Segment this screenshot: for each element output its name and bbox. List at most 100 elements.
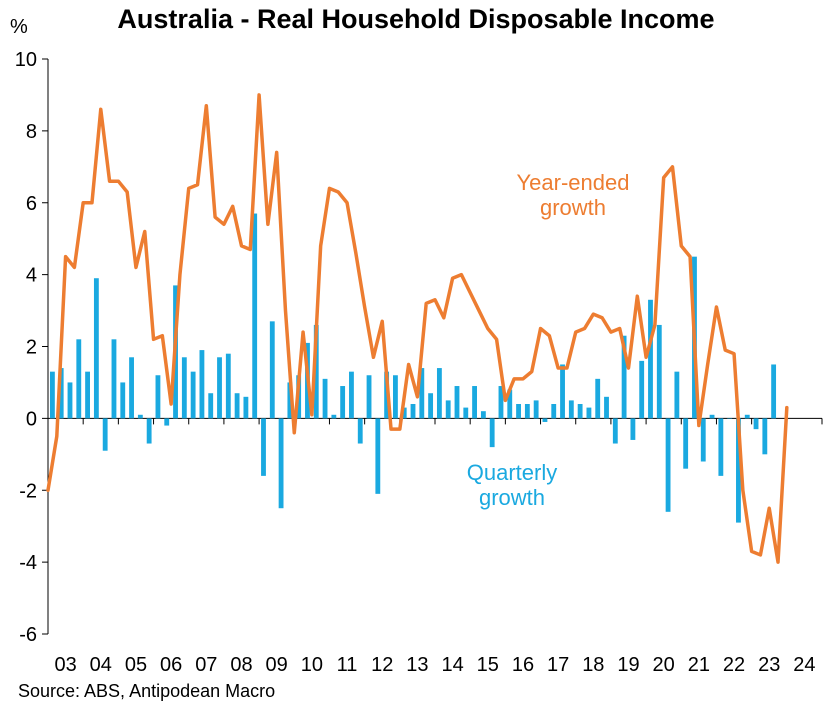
quarterly-growth-bar bbox=[269, 321, 275, 419]
x-tick-label: 14 bbox=[441, 654, 463, 676]
quarterly-growth-bar bbox=[313, 324, 319, 419]
quarterly-growth-bar bbox=[225, 353, 231, 419]
source-note: Source: ABS, Antipodean Macro bbox=[18, 681, 276, 701]
quarterly-growth-bar bbox=[577, 404, 583, 419]
y-tick-label: -2 bbox=[19, 480, 37, 502]
quarterly-growth-bar bbox=[120, 382, 126, 419]
quarterly-growth-bar bbox=[349, 371, 354, 419]
quarterly-growth-bar bbox=[252, 213, 258, 419]
x-tick-label: 12 bbox=[371, 654, 393, 676]
x-tick-label: 17 bbox=[547, 654, 569, 676]
quarterly-growth-bar bbox=[630, 418, 636, 440]
quarterly-growth-bar bbox=[67, 382, 73, 419]
quarterly-growth-bar bbox=[542, 418, 548, 422]
quarterly-growth-bar bbox=[744, 414, 750, 419]
y-tick-label: 0 bbox=[26, 408, 37, 430]
x-tick-label: 21 bbox=[688, 654, 710, 676]
quarterly-growth-bar bbox=[436, 368, 442, 419]
quarterly-growth-bar bbox=[181, 357, 187, 419]
x-tick-label: 18 bbox=[582, 654, 604, 676]
x-tick-label: 20 bbox=[653, 654, 675, 676]
quarterly-growth-bar bbox=[648, 299, 653, 419]
quarterly-growth-bar bbox=[709, 414, 715, 419]
quarterly-growth-bar bbox=[480, 411, 486, 419]
annotation-quarterly-line2: growth bbox=[478, 485, 546, 510]
quarterly-growth-bar bbox=[472, 386, 477, 419]
quarterly-growth-bar bbox=[164, 418, 170, 426]
quarterly-growth-bar bbox=[736, 418, 741, 523]
x-tick-label: 07 bbox=[195, 654, 217, 676]
annotation-year-ended: Year-ended growth bbox=[508, 170, 638, 220]
year-ended-line-layer bbox=[46, 93, 789, 564]
x-tick-label: 16 bbox=[512, 654, 534, 676]
quarterly-growth-bar bbox=[217, 357, 222, 419]
quarterly-growth-bar bbox=[507, 389, 513, 419]
quarterly-growth-bar bbox=[93, 278, 99, 419]
y-tick-label: -6 bbox=[19, 624, 37, 646]
quarterly-growth-bar bbox=[111, 339, 117, 419]
quarterly-growth-bar bbox=[674, 371, 680, 419]
y-axis-unit-label: % bbox=[10, 16, 28, 38]
quarterly-growth-bar bbox=[357, 418, 363, 444]
x-tick-label: 05 bbox=[125, 654, 147, 676]
x-tick-label: 24 bbox=[793, 654, 815, 676]
quarterly-growth-bar bbox=[243, 396, 249, 419]
quarterly-growth-bar bbox=[762, 418, 768, 455]
y-tick-label: 8 bbox=[26, 121, 37, 143]
quarterly-growth-bar bbox=[718, 418, 724, 476]
quarterly-growth-bar bbox=[76, 339, 82, 419]
y-tick-label: 10 bbox=[15, 49, 37, 71]
quarterly-growth-bar bbox=[366, 375, 372, 419]
y-tick-label: 2 bbox=[26, 337, 37, 359]
y-tick-label: 6 bbox=[26, 193, 37, 215]
x-tick-label: 11 bbox=[337, 654, 358, 676]
quarterly-growth-bar bbox=[322, 378, 328, 419]
quarterly-growth-bar bbox=[419, 368, 425, 419]
annotation-year-ended-line1: Year-ended bbox=[516, 170, 630, 195]
quarterly-growth-bar bbox=[340, 386, 346, 419]
quarterly-growth-bar bbox=[551, 404, 557, 419]
quarterly-growth-bar bbox=[489, 418, 495, 448]
quarterly-growth-bar bbox=[727, 418, 733, 419]
quarterly-growth-bar bbox=[463, 407, 469, 419]
quarterly-growth-bar bbox=[533, 400, 539, 419]
chart-title: Australia - Real Household Disposable In… bbox=[117, 4, 715, 34]
quarterly-growth-bar bbox=[278, 418, 284, 509]
quarterly-growth-bar bbox=[753, 418, 759, 430]
quarterly-growth-bar bbox=[665, 418, 671, 512]
quarterly-growth-bar bbox=[85, 371, 90, 419]
quarterly-growth-bar bbox=[656, 324, 662, 419]
quarterly-growth-bar bbox=[454, 386, 460, 419]
y-tick-label: -4 bbox=[19, 552, 37, 574]
x-tick-label: 03 bbox=[54, 654, 76, 676]
quarterly-growth-bar bbox=[445, 400, 451, 419]
x-tick-label: 08 bbox=[230, 654, 252, 676]
x-tick-label: 15 bbox=[477, 654, 499, 676]
quarterly-growth-bar bbox=[208, 393, 214, 419]
quarterly-growth-bar bbox=[771, 364, 777, 419]
quarterly-growth-bar bbox=[428, 393, 434, 419]
quarterly-growth-bar bbox=[199, 350, 205, 419]
quarterly-growth-bar bbox=[410, 404, 416, 419]
annotation-year-ended-line2: growth bbox=[539, 195, 607, 220]
quarterly-growth-bar bbox=[560, 364, 565, 419]
year-ended-growth-line bbox=[46, 93, 789, 564]
quarterly-growth-bar bbox=[639, 360, 645, 419]
quarterly-growth-bar bbox=[498, 386, 504, 419]
quarterly-growth-bar bbox=[137, 414, 143, 419]
x-tick-label: 23 bbox=[758, 654, 780, 676]
quarterly-growth-bar bbox=[331, 414, 337, 419]
quarterly-growth-bar bbox=[612, 418, 618, 444]
quarterly-growth-bar bbox=[49, 371, 55, 419]
x-tick-label: 13 bbox=[406, 654, 428, 676]
x-tick-label: 06 bbox=[160, 654, 182, 676]
quarterly-growth-bar bbox=[58, 368, 64, 419]
quarterly-growth-bar bbox=[683, 418, 689, 469]
x-tick-label: 19 bbox=[617, 654, 639, 676]
y-tick-label: 4 bbox=[26, 265, 37, 287]
quarterly-growth-bar bbox=[261, 418, 266, 476]
quarterly-growth-bar bbox=[155, 375, 161, 419]
quarterly-growth-bar bbox=[401, 407, 407, 419]
